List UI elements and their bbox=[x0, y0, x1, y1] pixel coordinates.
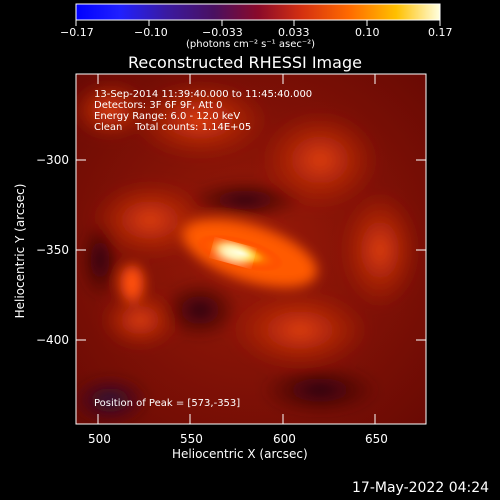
time-range: 13-Sep-2014 11:39:40.000 to 11:45:40.000 bbox=[94, 89, 313, 100]
colorbar-tick-label: −0.10 bbox=[134, 26, 168, 39]
x-tick-label: 600 bbox=[273, 432, 296, 446]
detectors: Detectors: 3F 6F 9F, Att 0 bbox=[94, 100, 223, 111]
x-axis-title: Heliocentric X (arcsec) bbox=[172, 447, 308, 461]
colorbar-svg bbox=[75, 3, 441, 26]
colorbar-tick-label: 0.10 bbox=[355, 26, 380, 39]
clean-counts: Clean Total counts: 1.14E+05 bbox=[94, 122, 252, 133]
colorbar-tick-label: 0.033 bbox=[278, 26, 310, 39]
y-axis-ticks bbox=[76, 159, 426, 341]
y-tick-label: −400 bbox=[36, 333, 69, 347]
x-tick-label: 500 bbox=[88, 432, 111, 446]
y-tick-label: −350 bbox=[36, 243, 69, 257]
x-tick-label: 650 bbox=[365, 432, 388, 446]
y-axis-title: Heliocentric Y (arcsec) bbox=[13, 183, 27, 319]
colorbar-tick-label: −0.17 bbox=[60, 26, 94, 39]
colorbar-gradient bbox=[75, 3, 441, 21]
x-tick-label: 550 bbox=[180, 432, 203, 446]
colorbar-unit-label: (photons cm⁻² s⁻¹ asec⁻²) bbox=[186, 39, 316, 50]
y-tick-label: −300 bbox=[36, 153, 69, 167]
image-title: Reconstructed RHESSI Image bbox=[128, 53, 362, 72]
colorbar-ticks bbox=[75, 20, 441, 26]
x-axis-ticks bbox=[97, 74, 376, 424]
colorbar-tick-label: −0.033 bbox=[202, 26, 243, 39]
energy-range: Energy Range: 6.0 - 12.0 keV bbox=[94, 111, 241, 122]
plot-frame bbox=[75, 73, 427, 425]
peak-position: Position of Peak = [573,-353] bbox=[94, 398, 241, 409]
overlay-info: 13-Sep-2014 11:39:40.000 to 11:45:40.000… bbox=[94, 89, 312, 133]
footer-timestamp: 17-May-2022 04:24 bbox=[352, 480, 490, 496]
colorbar-tick-label: 0.17 bbox=[428, 26, 453, 39]
